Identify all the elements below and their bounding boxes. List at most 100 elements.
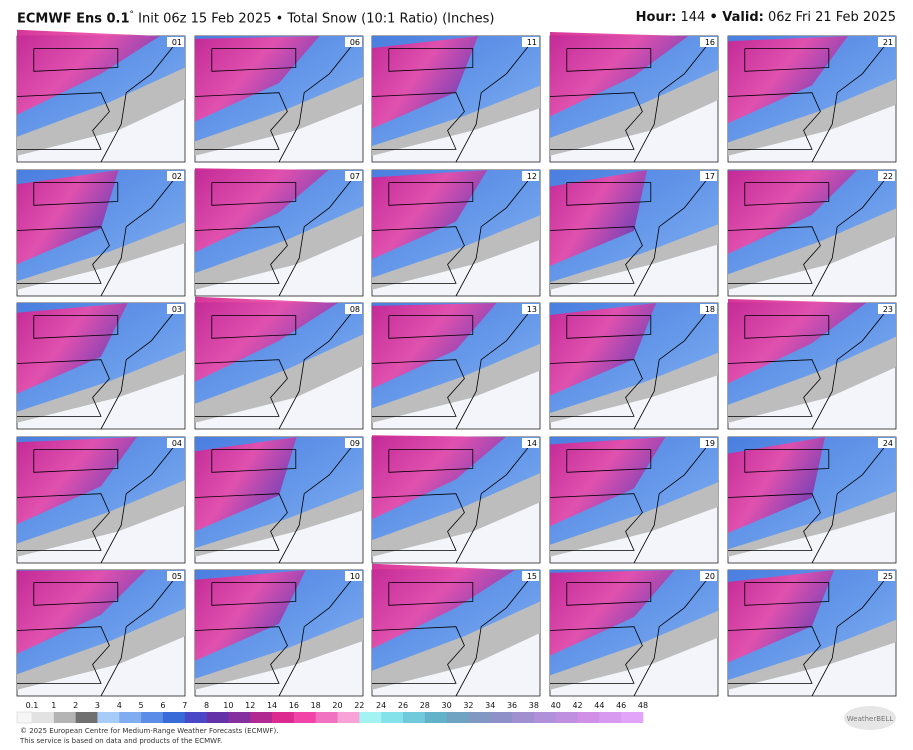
member-label: 09 bbox=[350, 439, 360, 448]
state-lines bbox=[211, 182, 297, 206]
state-lines bbox=[388, 48, 474, 72]
snow-pink bbox=[17, 437, 137, 525]
colorbar-segment bbox=[621, 712, 644, 723]
colorbar-label: 34 bbox=[485, 701, 495, 710]
coastline bbox=[455, 443, 532, 564]
state-lines bbox=[727, 359, 821, 417]
state-lines bbox=[33, 182, 119, 206]
member-box bbox=[878, 438, 895, 448]
map-panel: 18 bbox=[549, 302, 719, 430]
colorbar-segment bbox=[599, 712, 622, 723]
coastline bbox=[278, 42, 355, 163]
member-box bbox=[522, 171, 539, 181]
state-lines bbox=[744, 48, 830, 72]
state-lines bbox=[33, 48, 119, 72]
member-box bbox=[167, 438, 184, 448]
snow-pink bbox=[195, 168, 329, 253]
colorbar-label: 3 bbox=[95, 701, 100, 710]
colorbar-segment bbox=[141, 712, 164, 723]
colorbar-label: 44 bbox=[594, 701, 604, 710]
coastline bbox=[633, 443, 710, 564]
colorbar-segment bbox=[402, 712, 426, 723]
map-panel: 07 bbox=[194, 168, 364, 297]
state-lines bbox=[566, 582, 652, 606]
colorbar-label: 14 bbox=[267, 701, 277, 710]
state-lines bbox=[16, 493, 110, 551]
colorbar-label: 8 bbox=[204, 701, 209, 710]
degree: ° bbox=[129, 10, 135, 20]
member-box bbox=[700, 171, 717, 181]
snow-pink bbox=[550, 170, 647, 266]
member-label: 17 bbox=[705, 172, 715, 181]
coastline bbox=[455, 176, 532, 297]
colorbar-segment bbox=[184, 712, 207, 723]
colorbar-segment bbox=[315, 712, 338, 723]
state-lines bbox=[33, 449, 119, 473]
coastline bbox=[278, 309, 355, 430]
snow-pink bbox=[17, 29, 160, 115]
state-lines bbox=[549, 493, 643, 551]
snow-pink bbox=[550, 303, 657, 396]
map-panel: 10 bbox=[194, 569, 364, 697]
colorbar-start bbox=[16, 711, 33, 724]
member-box bbox=[700, 438, 717, 448]
colorbar-label: 12 bbox=[245, 701, 255, 710]
state-lines bbox=[33, 315, 119, 339]
hour-label: Hour: bbox=[635, 10, 677, 25]
state-lines bbox=[16, 92, 110, 150]
coastline bbox=[100, 309, 177, 430]
colorbar-label: 42 bbox=[572, 701, 582, 710]
member-label: 19 bbox=[705, 439, 715, 448]
colorbar-label: 22 bbox=[354, 701, 364, 710]
state-lines bbox=[549, 626, 643, 684]
colorbar-segment bbox=[512, 712, 535, 723]
member-box bbox=[878, 171, 895, 181]
member-box bbox=[522, 37, 539, 47]
member-label: 06 bbox=[350, 38, 360, 47]
logo: WeatherBELL bbox=[847, 715, 894, 723]
state-lines bbox=[549, 92, 643, 150]
colorbar-segment bbox=[206, 712, 229, 723]
header-left: ECMWF Ens 0.1° Init 06z 15 Feb 2025 • To… bbox=[17, 10, 494, 26]
coastline bbox=[811, 176, 888, 297]
colorbar-segment bbox=[32, 712, 55, 723]
member-box bbox=[345, 438, 362, 448]
snow-pink bbox=[372, 563, 515, 649]
logo-badge bbox=[844, 706, 896, 730]
colorbar-segment bbox=[293, 712, 316, 723]
state-lines bbox=[549, 226, 643, 284]
state-lines bbox=[194, 626, 288, 684]
snow-pink bbox=[195, 437, 297, 532]
map-panel: 19 bbox=[549, 436, 719, 564]
snow-pink bbox=[550, 32, 689, 117]
state-lines bbox=[388, 315, 474, 339]
map-panel: 17 bbox=[549, 169, 719, 297]
colorbar-segment bbox=[119, 712, 142, 723]
state-lines bbox=[371, 92, 465, 150]
member-box bbox=[878, 571, 895, 581]
snow-pink bbox=[372, 170, 488, 260]
map-panel: 13 bbox=[371, 302, 541, 430]
colorbar-label: 48 bbox=[638, 701, 648, 710]
coastline bbox=[455, 42, 532, 163]
member-label: 16 bbox=[705, 38, 715, 47]
snow-pink bbox=[728, 570, 835, 663]
state-lines bbox=[194, 226, 288, 284]
colorbar-label: 6 bbox=[160, 701, 165, 710]
state-lines bbox=[211, 449, 297, 473]
member-box bbox=[878, 37, 895, 47]
state-lines bbox=[388, 582, 474, 606]
colorbar-segment bbox=[228, 712, 251, 723]
coastline bbox=[811, 309, 888, 430]
colorbar-label: 5 bbox=[139, 701, 144, 710]
map-panel: 08 bbox=[194, 296, 364, 430]
colorbar-label: 18 bbox=[311, 701, 321, 710]
colorbar-segment bbox=[97, 712, 120, 723]
member-label: 22 bbox=[883, 172, 893, 181]
colorbar-label: 40 bbox=[551, 701, 561, 710]
map-panel: 02 bbox=[16, 169, 186, 297]
state-lines bbox=[388, 449, 474, 473]
coastline bbox=[100, 576, 177, 697]
snow-pink bbox=[728, 36, 848, 124]
footer-line2: This service is based on data and produc… bbox=[19, 737, 222, 745]
